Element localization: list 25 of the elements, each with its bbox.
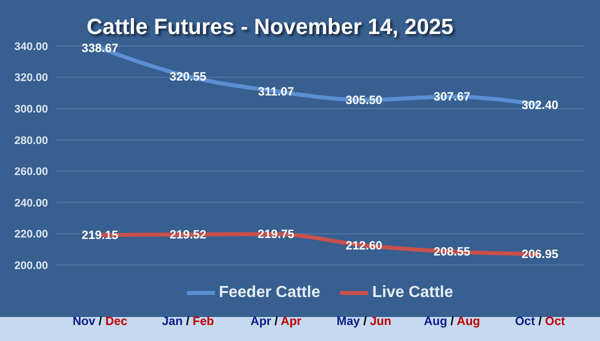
y-tick-label: 320.00 (14, 72, 48, 84)
data-label: 219.15 (82, 228, 119, 242)
data-label: 311.07 (258, 84, 294, 98)
chart-title: Cattle Futures - November 14, 2025 (86, 14, 454, 40)
x-tick-label: May / Jun (336, 314, 392, 328)
y-tick-label: 300.00 (14, 103, 48, 116)
y-tick-label: 340.00 (14, 40, 48, 53)
x-tick-label: Apr / Apr (250, 314, 302, 328)
legend-label: Live Cattle (372, 284, 454, 302)
y-tick-label: 260.00 (14, 166, 48, 178)
data-label: 302.40 (522, 98, 559, 112)
data-label: 307.67 (434, 90, 471, 104)
data-label: 305.50 (346, 92, 383, 107)
x-tick-label: Jan / Feb (162, 314, 214, 328)
x-tick-label: Aug / Aug (424, 314, 480, 328)
y-tick-label: 220.00 (14, 228, 48, 241)
data-label: 320.55 (170, 69, 207, 84)
data-label: 338.67 (82, 41, 119, 56)
legend-label: Feeder Cattle (218, 284, 320, 302)
x-tick-label: Oct / Oct (514, 314, 566, 328)
y-tick-label: 240.00 (14, 197, 48, 210)
x-tick-label: Nov / Dec (72, 314, 128, 328)
y-tick-label: 280.00 (14, 134, 48, 147)
y-tick-label: 200.00 (14, 260, 48, 272)
data-label: 206.95 (522, 247, 559, 262)
